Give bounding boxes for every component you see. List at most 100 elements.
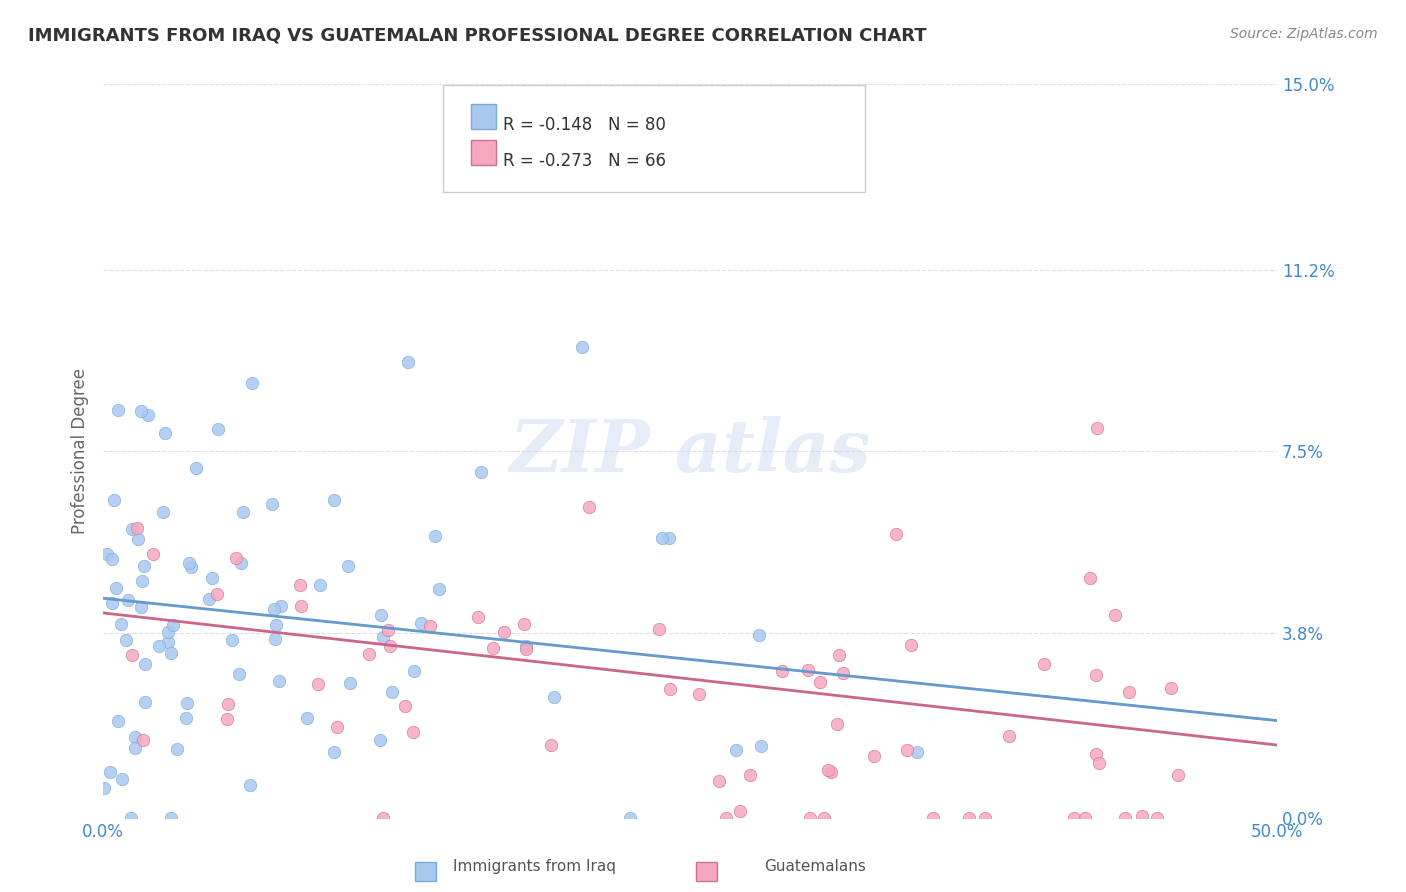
Point	[423, 529, 446, 543]
Point	[402, 725, 425, 739]
Point	[148, 639, 170, 653]
Point	[180, 560, 202, 574]
Point	[290, 577, 312, 591]
Point	[177, 557, 200, 571]
Point	[1084, 747, 1107, 761]
Point	[817, 763, 839, 777]
Point	[381, 685, 404, 699]
Point	[174, 711, 197, 725]
Point	[896, 743, 918, 757]
Y-axis label: Professional Degree: Professional Degree	[72, 368, 89, 534]
Point	[270, 599, 292, 613]
Text: Guatemalans: Guatemalans	[765, 859, 866, 874]
Point	[322, 745, 344, 759]
Point	[371, 812, 394, 826]
Point	[96, 548, 118, 562]
Point	[160, 812, 183, 826]
Point	[832, 666, 855, 681]
Point	[260, 497, 283, 511]
Point	[339, 675, 361, 690]
Point	[232, 505, 254, 519]
Point	[110, 616, 132, 631]
Point	[730, 804, 752, 818]
Point	[1085, 421, 1108, 435]
Point	[142, 547, 165, 561]
Point	[111, 772, 134, 787]
Point	[900, 638, 922, 652]
Point	[217, 697, 239, 711]
Point	[131, 574, 153, 588]
Point	[107, 403, 129, 417]
Point	[228, 666, 250, 681]
Point	[124, 740, 146, 755]
Point	[957, 812, 980, 826]
Text: Immigrants from Iraq: Immigrants from Iraq	[453, 859, 616, 874]
Point	[124, 730, 146, 744]
Text: R = -0.273   N = 66: R = -0.273 N = 66	[503, 152, 666, 169]
Text: Source: ZipAtlas.com: Source: ZipAtlas.com	[1230, 27, 1378, 41]
Point	[129, 404, 152, 418]
Point	[716, 812, 738, 826]
Point	[658, 681, 681, 696]
Point	[120, 812, 142, 826]
Point	[125, 520, 148, 534]
Point	[515, 641, 537, 656]
Point	[492, 624, 515, 639]
Point	[427, 582, 450, 596]
Point	[1146, 812, 1168, 826]
Point	[152, 506, 174, 520]
Point	[221, 633, 243, 648]
Point	[647, 622, 669, 636]
Point	[1063, 812, 1085, 826]
Point	[115, 633, 138, 648]
Point	[396, 355, 419, 369]
Point	[263, 632, 285, 646]
Point	[409, 615, 432, 630]
Point	[725, 743, 748, 757]
Point	[571, 340, 593, 354]
Point	[825, 717, 848, 731]
Point	[127, 532, 149, 546]
Point	[264, 618, 287, 632]
Point	[515, 639, 537, 653]
Point	[513, 617, 536, 632]
Point	[103, 493, 125, 508]
Point	[1084, 667, 1107, 681]
Point	[797, 663, 820, 677]
Point	[104, 581, 127, 595]
Text: IMMIGRANTS FROM IRAQ VS GUATEMALAN PROFESSIONAL DEGREE CORRELATION CHART: IMMIGRANTS FROM IRAQ VS GUATEMALAN PROFE…	[28, 27, 927, 45]
Point	[738, 768, 761, 782]
Point	[1104, 607, 1126, 622]
Point	[337, 558, 360, 573]
Point	[240, 376, 263, 390]
Point	[160, 646, 183, 660]
Point	[117, 593, 139, 607]
Point	[619, 812, 641, 826]
Point	[166, 742, 188, 756]
Point	[198, 591, 221, 606]
Point	[368, 732, 391, 747]
Point	[267, 674, 290, 689]
Point	[217, 712, 239, 726]
Point	[357, 647, 380, 661]
Point	[136, 408, 159, 422]
Point	[101, 596, 124, 610]
Point	[799, 812, 821, 826]
Point	[905, 745, 928, 759]
Point	[481, 641, 503, 656]
Point	[121, 648, 143, 662]
Point	[540, 739, 562, 753]
Point	[1032, 657, 1054, 671]
Point	[419, 619, 441, 633]
Point	[748, 628, 770, 642]
Point	[749, 739, 772, 753]
Point	[263, 601, 285, 615]
Point	[134, 694, 156, 708]
Point	[1078, 571, 1101, 585]
Point	[107, 714, 129, 728]
Point	[1118, 684, 1140, 698]
Point	[225, 551, 247, 566]
Point	[229, 556, 252, 570]
Point	[998, 729, 1021, 743]
Point	[394, 699, 416, 714]
